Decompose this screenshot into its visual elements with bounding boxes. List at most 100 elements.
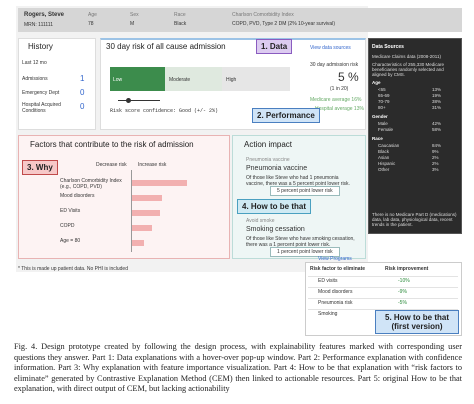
row-value: 31% — [432, 105, 442, 110]
row-label: 65-69 — [378, 93, 390, 98]
value: Black — [174, 21, 187, 27]
row-value: 0 — [80, 102, 85, 111]
value: 78 — [88, 21, 94, 27]
level: Low — [113, 77, 123, 83]
factors-panel — [18, 135, 230, 259]
row-label: <65 — [378, 87, 386, 92]
decrease: Decrease risk — [96, 162, 127, 168]
row-value: 2% — [432, 161, 439, 166]
row-value: 9% — [432, 149, 439, 154]
value: M — [130, 21, 135, 27]
row-value: 1 — [80, 74, 85, 83]
row-value: 58% — [432, 127, 442, 132]
category: Pneumonia vaccine — [246, 157, 290, 163]
label: Age — [88, 12, 97, 18]
risk-high — [222, 67, 290, 91]
label: Race — [174, 12, 186, 18]
name: Rogers, Steve — [24, 12, 65, 18]
category: Avoid smoke — [246, 218, 275, 224]
cell: Smoking — [318, 311, 338, 317]
link[interactable]: View Programs — [318, 256, 352, 262]
th: Risk improvement — [385, 266, 429, 272]
title: 30 day risk of all cause admission — [106, 42, 226, 51]
risk-label: 30 day admission risk — [310, 62, 359, 68]
risk-ratio: (1 in 20) — [330, 86, 349, 92]
increase: Increase risk — [138, 162, 167, 168]
row-value: 42% — [432, 121, 442, 126]
action-name: Smoking cessation — [246, 226, 305, 233]
row-sep — [308, 276, 458, 277]
label-1: 1. Data — [256, 39, 293, 54]
popup-title: Data Sources — [372, 44, 404, 50]
popup — [368, 38, 462, 234]
label-2: 2. Performance — [252, 108, 320, 123]
mrn: MRN: 111111 — [24, 22, 53, 28]
label-3: 3. Why — [22, 160, 58, 175]
row-label: 80+ — [378, 105, 386, 110]
level: Moderate — [169, 77, 191, 83]
row-label: Asian — [378, 155, 390, 160]
button[interactable]: 5 percent point lower risk — [270, 186, 340, 196]
row-label: Hospital Acquired Conditions — [22, 102, 61, 114]
row-label: Male — [378, 121, 388, 126]
period: Last 12 mo — [22, 60, 47, 66]
cell: -5% — [398, 300, 407, 306]
row-value: 0 — [80, 88, 85, 97]
action-name: Pneumonia vaccine — [246, 165, 308, 172]
factor-label: COPD — [60, 223, 75, 229]
row-value: 38% — [432, 99, 442, 104]
factor-bar — [132, 195, 162, 201]
header-bar — [18, 8, 462, 32]
cell: -9% — [398, 289, 407, 295]
value: COPD, PVD, Type 2 DM (2% 10-year surviva… — [232, 21, 335, 27]
factor-bar — [132, 180, 187, 186]
cell: ED visits — [318, 278, 338, 284]
group-name: Age — [372, 80, 381, 85]
group-name: Race — [372, 136, 383, 141]
row-label: Emergency Dept — [22, 90, 60, 96]
row-label: Black — [378, 149, 390, 154]
row-sep — [308, 287, 458, 288]
action-text: Of those like Steve who have smoking ces… — [246, 236, 355, 248]
factor-label: Charlson Comorbidity Index (e.g., COPD, … — [60, 178, 122, 190]
row-sep — [308, 298, 458, 299]
history-panel — [18, 38, 96, 130]
factor-label: Age = 80 — [60, 238, 81, 244]
th: Risk factor to eliminate — [310, 266, 366, 272]
risk-low — [110, 67, 165, 91]
row-label: Admissions — [22, 76, 48, 82]
factor-label: Mood disorders — [60, 193, 95, 199]
title: History — [28, 42, 53, 51]
risk-value: 5 % — [338, 70, 359, 84]
action-panel — [232, 135, 366, 259]
row-label: Hispanic — [378, 161, 396, 166]
title: Factors that contribute to the risk of a… — [30, 140, 194, 149]
hospital: Hospital average 13% — [315, 106, 364, 112]
factor-bar — [132, 210, 160, 216]
row-value: 2% — [432, 155, 439, 160]
label-4: 4. How to be that — [237, 199, 311, 214]
action-text: Of those like Steve who had 1 pneumonia … — [246, 175, 350, 187]
label: Charlson Comorbidity Index — [232, 12, 294, 18]
button[interactable]: 1 percent point lower risk — [270, 247, 340, 257]
row-value: 84% — [432, 143, 442, 148]
factor-label: ED Visits — [60, 208, 81, 214]
risk-mod — [165, 67, 222, 91]
row-label: Female — [378, 127, 394, 132]
link: View data sources — [310, 45, 351, 51]
row-label: Other — [378, 167, 390, 172]
title: Action impact — [244, 140, 293, 149]
row-label: Caucasian — [378, 143, 400, 148]
label-5: 5. How to be that (first version) — [375, 310, 459, 334]
factor-bar — [132, 225, 152, 231]
row-sep — [308, 309, 458, 310]
axis — [131, 170, 132, 252]
row-value: 3% — [432, 167, 439, 172]
cell: -10% — [398, 278, 410, 284]
row-value: 19% — [432, 93, 442, 98]
factor-bar — [132, 240, 144, 246]
level: High — [226, 77, 237, 83]
medicare: Medicare average 16% — [310, 97, 362, 103]
caption: Fig. 4. Design prototype created by foll… — [14, 342, 462, 393]
